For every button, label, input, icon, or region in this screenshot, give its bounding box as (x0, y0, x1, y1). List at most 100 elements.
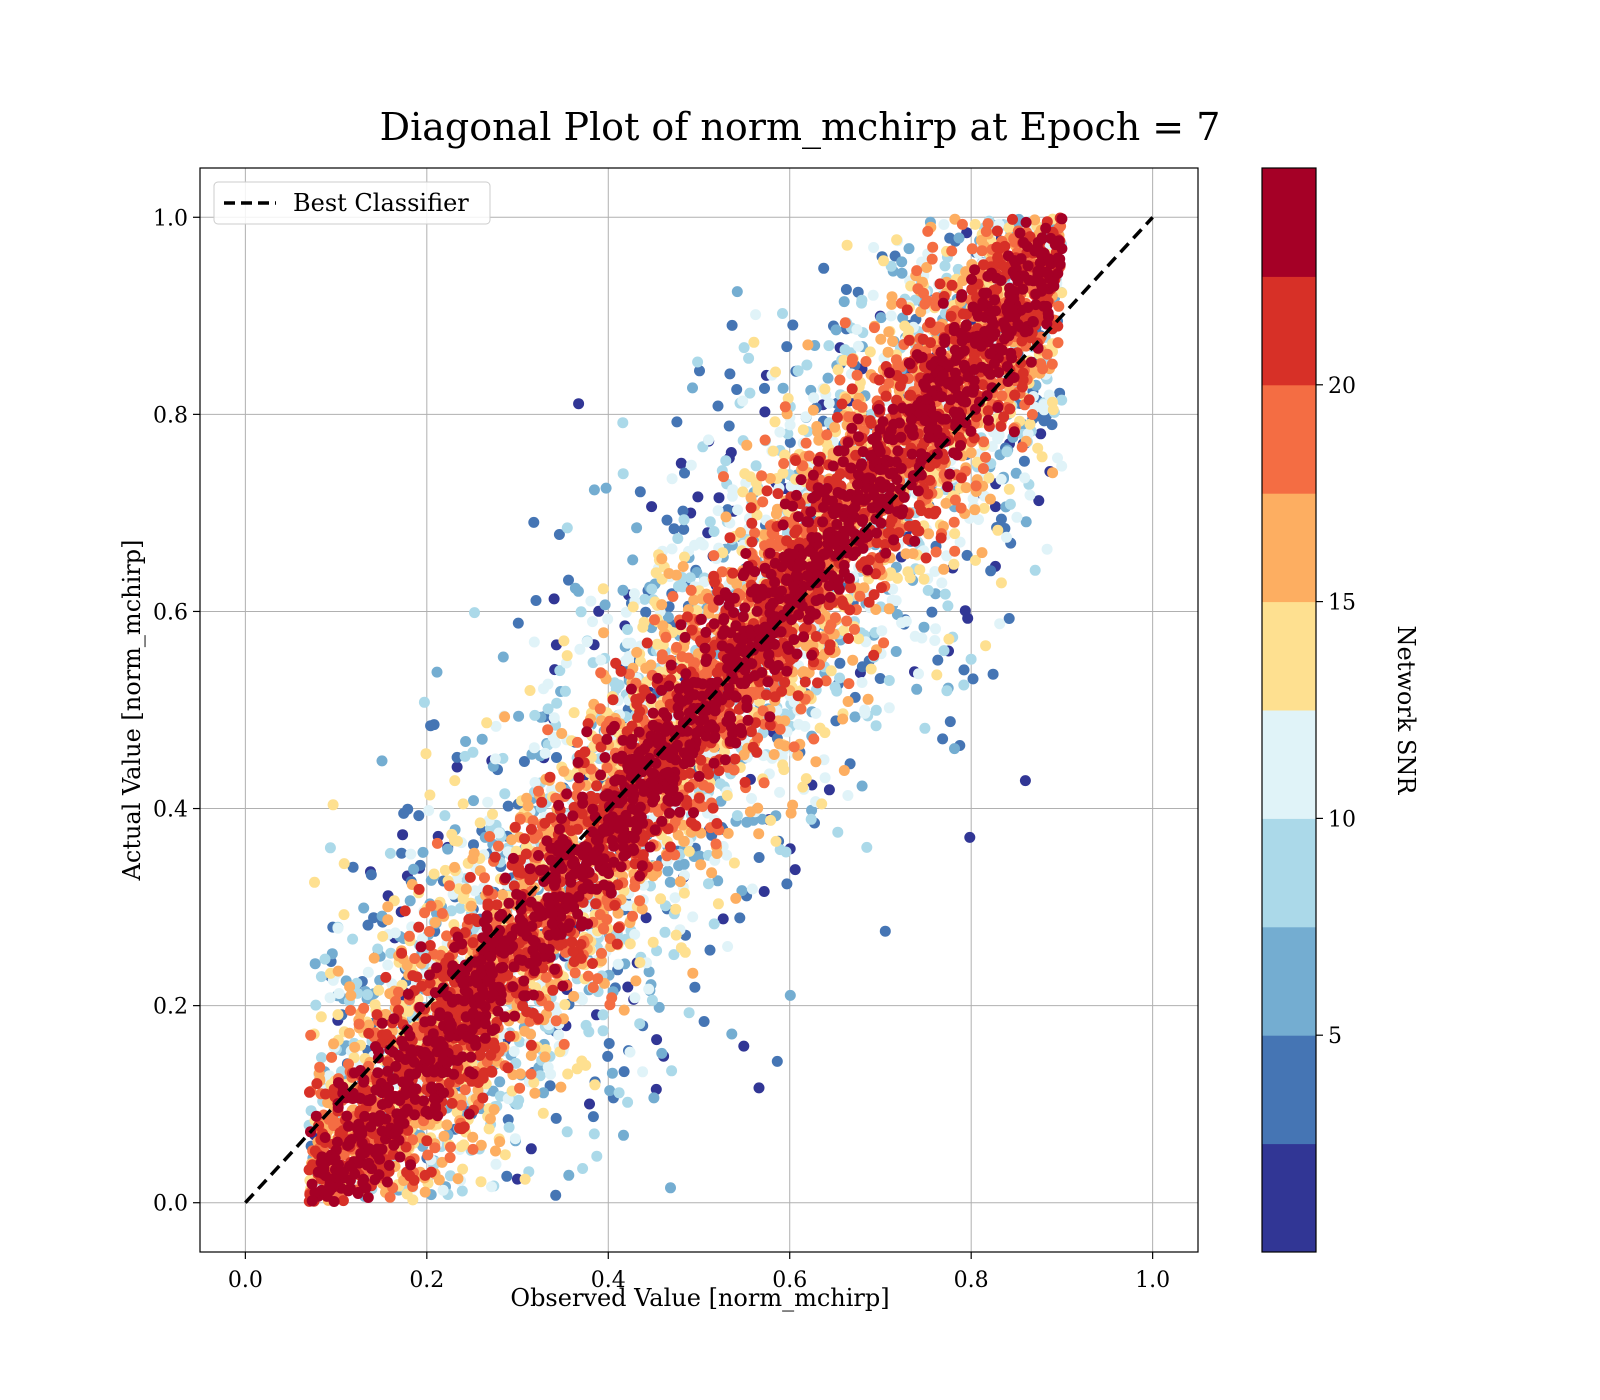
scatter-point (911, 265, 923, 277)
scatter-point (965, 447, 977, 459)
scatter-point (656, 1047, 668, 1059)
scatter-point (698, 1016, 710, 1027)
scatter-point (752, 484, 764, 496)
scatter-point (986, 441, 998, 452)
scatter-point (883, 326, 895, 338)
scatter-point (542, 1061, 554, 1073)
scatter-point (964, 831, 976, 843)
scatter-point (683, 845, 695, 857)
scatter-point (455, 1141, 467, 1153)
scatter-point (854, 590, 866, 602)
scatter-point (1001, 531, 1012, 543)
scatter-point (551, 697, 563, 709)
scatter-point (492, 840, 504, 852)
scatter-point (882, 346, 894, 358)
scatter-point (973, 514, 984, 525)
scatter-point (856, 294, 868, 306)
scatter-point (373, 984, 385, 996)
scatter-point (659, 926, 671, 938)
scatter-point (774, 786, 786, 798)
scatter-point (324, 992, 336, 1004)
scatter-point (467, 853, 479, 865)
scatter-point (896, 256, 908, 268)
scatter-point (423, 805, 435, 816)
scatter-point (819, 772, 831, 784)
scatter-point (1033, 495, 1045, 507)
scatter-point (503, 1121, 515, 1133)
scatter-point (382, 914, 394, 926)
scatter-point (838, 296, 850, 308)
scatter-point (829, 421, 841, 433)
scatter-point (938, 645, 950, 657)
scatter-point (941, 550, 953, 562)
scatter-point (718, 471, 729, 483)
scatter-point (671, 416, 683, 428)
scatter-point (597, 1025, 609, 1037)
scatter-point (349, 1041, 361, 1053)
scatter-point (849, 711, 861, 723)
scatter-point (548, 593, 560, 605)
scatter-point (837, 713, 849, 725)
scatter-point (469, 885, 481, 897)
scatter-point (678, 887, 690, 899)
scatter-point (585, 595, 597, 607)
scatter-point (768, 749, 780, 760)
scatter-point (977, 463, 989, 474)
scatter-point (452, 1173, 464, 1185)
scatter-point (597, 583, 609, 595)
scatter-point (1001, 446, 1013, 458)
scatter-point (528, 516, 540, 528)
scatter-point (618, 1129, 629, 1141)
scatter-point (923, 528, 935, 540)
scatter-point (926, 253, 938, 265)
scatter-point (1041, 348, 1053, 360)
scatter-point (622, 1096, 634, 1108)
scatter-point (903, 243, 915, 255)
scatter-point (437, 1184, 449, 1196)
scatter-point (603, 1038, 615, 1049)
scatter-point (326, 1051, 338, 1063)
scatter-point (627, 554, 639, 566)
scatter-point (726, 319, 738, 331)
scatter-point (501, 1170, 513, 1182)
scatter-point (475, 1176, 487, 1188)
scatter-point (753, 852, 765, 863)
scatter-point (961, 227, 973, 239)
scatter-point (1003, 613, 1015, 624)
scatter-point (332, 1009, 344, 1021)
scatter-point (1052, 452, 1063, 464)
scatter-point (670, 929, 682, 941)
scatter-point (469, 607, 480, 619)
scatter-point (618, 1004, 630, 1016)
scatter-point (847, 654, 859, 666)
scatter-point (714, 778, 726, 790)
scatter-point (573, 398, 585, 410)
scatter-point (522, 800, 534, 812)
scatter-point (767, 445, 779, 457)
scatter-point (717, 913, 729, 925)
scatter-point (938, 219, 950, 230)
scatter-point (870, 720, 882, 732)
scatter-point (559, 685, 571, 697)
scatter-point (651, 945, 663, 957)
scatter-point (639, 593, 651, 605)
scatter-point (941, 685, 953, 697)
scatter-point (1046, 358, 1058, 370)
scatter-point (756, 813, 768, 825)
scatter-point (580, 1059, 592, 1071)
scatter-point (653, 1001, 665, 1013)
scatter-point (575, 606, 587, 618)
scatter-point (595, 654, 607, 666)
scatter-point (743, 352, 755, 364)
scatter-point (562, 1068, 574, 1080)
scatter-point (954, 536, 966, 548)
scatter-point (509, 1133, 521, 1145)
scatter-point (891, 234, 903, 246)
scatter-point (484, 1113, 496, 1125)
scatter-point (689, 539, 701, 551)
scatter-point (803, 450, 815, 462)
scatter-point (672, 533, 684, 544)
scatter-point (712, 400, 724, 412)
scatter-point (673, 580, 684, 592)
